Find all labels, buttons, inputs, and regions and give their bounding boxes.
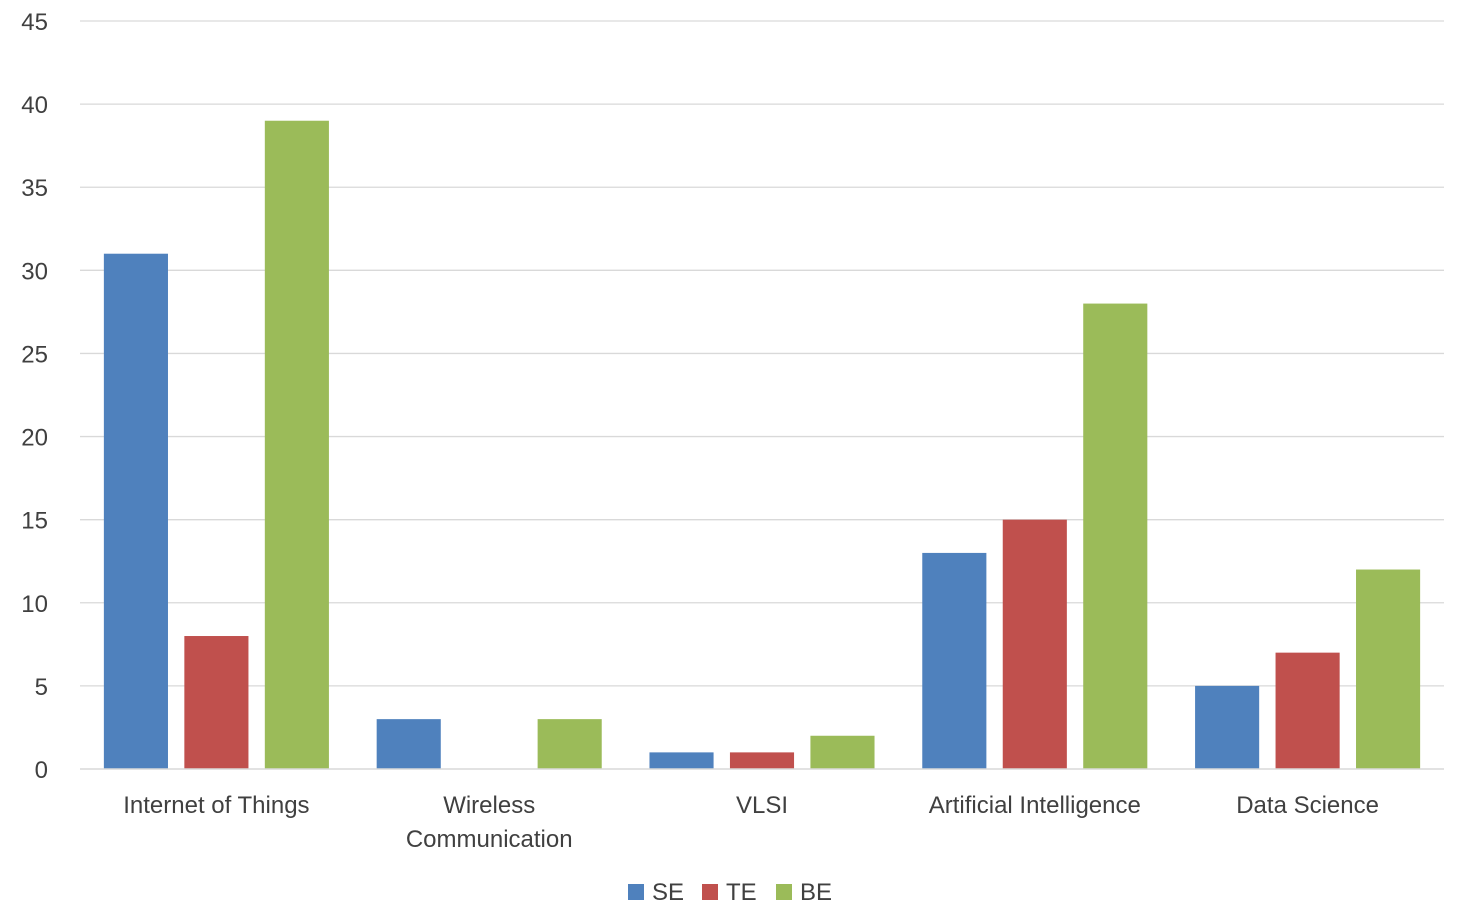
y-tick-label: 10 xyxy=(21,591,48,618)
x-tick-label: Artificial Intelligence xyxy=(929,792,1141,819)
bar-se xyxy=(1195,685,1260,769)
y-tick-label: 15 xyxy=(21,508,48,535)
y-tick-label: 5 xyxy=(35,674,48,701)
bars xyxy=(103,120,1421,769)
legend-swatch-te xyxy=(702,884,718,900)
bar-se xyxy=(103,253,168,769)
bar-se xyxy=(922,552,987,769)
bar-be xyxy=(810,735,875,769)
bar-te xyxy=(729,752,795,769)
legend: SE TE BE xyxy=(628,879,832,906)
y-tick-label: 0 xyxy=(35,757,48,784)
legend-label-se: SE xyxy=(652,879,684,906)
y-tick-label: 25 xyxy=(21,341,48,368)
legend-swatch-be xyxy=(776,884,792,900)
bar-te xyxy=(1002,519,1067,769)
y-tick-label: 30 xyxy=(21,258,48,285)
bar-te xyxy=(1275,652,1340,769)
bar-be xyxy=(1356,569,1421,769)
y-tick-label: 45 xyxy=(21,9,48,36)
bar-te xyxy=(184,636,249,769)
x-tick-label: VLSI xyxy=(736,792,788,819)
x-axis-tick-labels: Internet of Things Wireless Communication V… xyxy=(123,792,1379,853)
y-tick-label: 40 xyxy=(21,92,48,119)
y-axis-tick-labels: 0 5 10 15 20 25 30 35 40 45 xyxy=(21,9,48,784)
bar-be xyxy=(1083,303,1148,769)
x-tick-label: Internet of Things xyxy=(123,792,309,819)
x-tick-label: Wireless Communication xyxy=(406,792,573,853)
bar-se xyxy=(376,719,441,769)
legend-swatch-se xyxy=(628,884,644,900)
bar-be xyxy=(264,120,329,769)
bar-se xyxy=(649,752,714,769)
y-tick-label: 35 xyxy=(21,175,48,202)
bar-be xyxy=(537,719,602,769)
legend-label-te: TE xyxy=(726,879,757,906)
legend-label-be: BE xyxy=(800,879,832,906)
x-tick-label: Data Science xyxy=(1236,792,1379,819)
y-tick-label: 20 xyxy=(21,425,48,452)
